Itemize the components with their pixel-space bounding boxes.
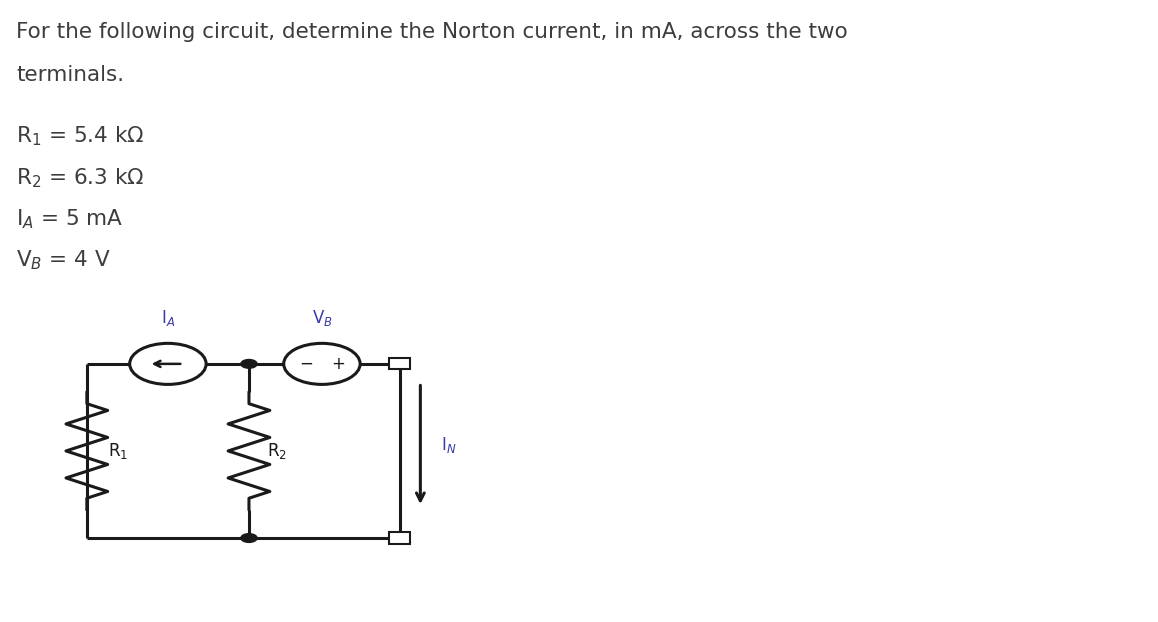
Text: For the following circuit, determine the Norton current, in mA, across the two: For the following circuit, determine the… [16,22,848,42]
Circle shape [241,360,257,368]
Circle shape [284,343,360,384]
FancyBboxPatch shape [389,532,410,544]
Circle shape [241,534,257,542]
Text: I$_N$: I$_N$ [441,435,456,455]
Text: +: + [331,355,345,373]
Text: I$_A$: I$_A$ [161,308,175,328]
FancyBboxPatch shape [389,358,410,369]
Text: −: − [299,355,313,373]
Text: R$_1$ = 5.4 kΩ: R$_1$ = 5.4 kΩ [16,124,145,148]
Text: R$_2$: R$_2$ [267,441,287,461]
Text: R$_2$ = 6.3 kΩ: R$_2$ = 6.3 kΩ [16,166,145,190]
Text: R$_1$: R$_1$ [108,441,127,461]
Circle shape [130,343,206,384]
Text: V$_B$: V$_B$ [312,308,332,328]
Text: V$_B$ = 4 V: V$_B$ = 4 V [16,249,111,272]
Text: terminals.: terminals. [16,65,124,85]
Text: I$_A$ = 5 mA: I$_A$ = 5 mA [16,208,124,231]
